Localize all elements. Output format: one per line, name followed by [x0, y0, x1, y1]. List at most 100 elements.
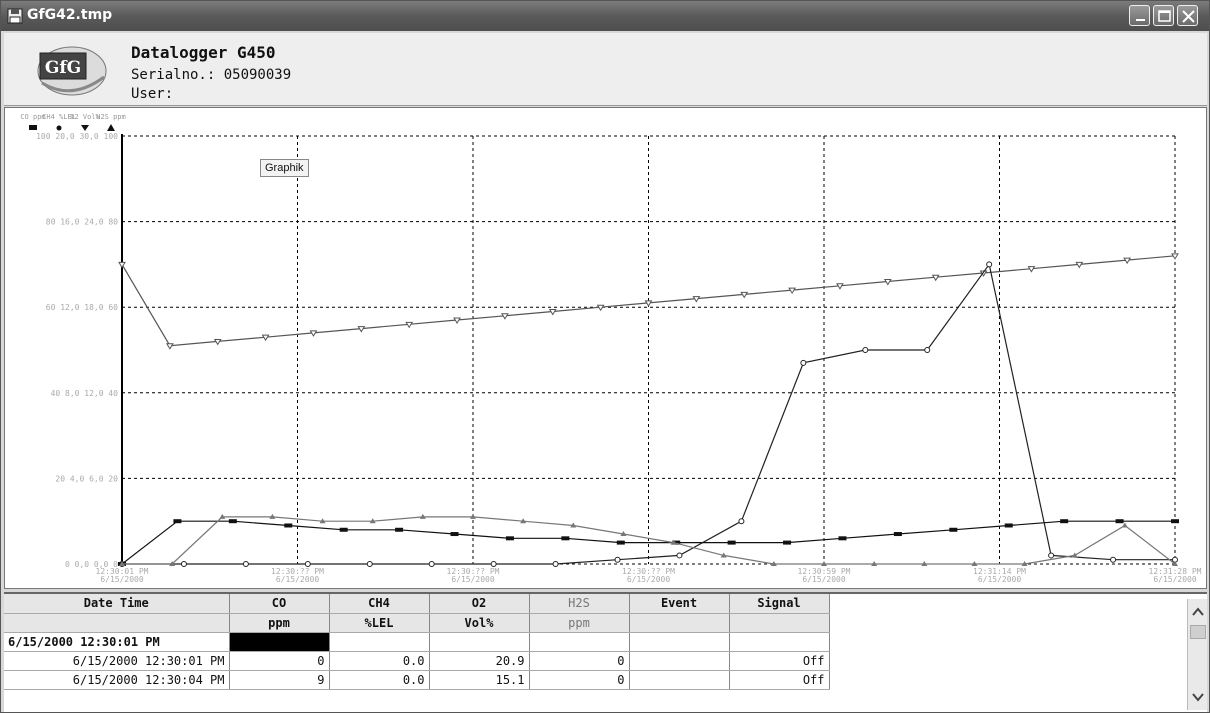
column-unit — [4, 613, 230, 633]
data-point-o2 — [788, 287, 796, 295]
data-point-co — [339, 527, 348, 532]
data-point-co — [949, 527, 958, 532]
data-point-h2s — [219, 513, 226, 519]
column-header[interactable]: CH4 — [329, 594, 430, 614]
scroll-down-icon[interactable] — [1190, 690, 1206, 704]
table-cell[interactable]: 6/15/2000 12:30:01 PM — [4, 632, 230, 652]
minimize-icon — [1136, 19, 1145, 21]
data-point-h2s — [971, 561, 978, 566]
table-cell[interactable]: Off — [729, 651, 830, 671]
table-cell[interactable]: 0 — [529, 670, 630, 690]
data-point-co — [450, 532, 459, 537]
data-point-o2 — [165, 343, 174, 350]
x-tick-label: 12:30:01 PM — [96, 567, 149, 576]
column-header[interactable]: O2 — [429, 594, 530, 614]
data-point-h2s — [520, 518, 527, 524]
legend-marker-circle — [56, 125, 62, 131]
data-point-ch4 — [676, 552, 683, 559]
scroll-thumb[interactable] — [1190, 625, 1206, 639]
legend-marker-triangle-down — [81, 125, 89, 131]
data-point-ch4 — [180, 561, 187, 567]
table-cell[interactable]: Off — [729, 670, 830, 690]
table-cell[interactable]: 15.1 — [429, 670, 530, 690]
data-point-o2 — [644, 300, 653, 307]
close-button[interactable] — [1177, 5, 1198, 26]
legend-label: CH4 %LEL — [42, 113, 76, 121]
vertical-scrollbar[interactable] — [1187, 599, 1207, 710]
column-unit — [729, 613, 830, 633]
column-header[interactable]: H2S — [529, 594, 630, 614]
table-row[interactable]: 6/15/2000 12:30:01 PM — [4, 632, 830, 652]
data-point-co — [1060, 519, 1069, 524]
data-point-ch4 — [614, 556, 621, 563]
user-label: User: — [131, 86, 174, 102]
table-cell[interactable]: 20.9 — [429, 651, 530, 671]
x-tick-label: 12:30:?? PM — [271, 567, 324, 576]
table-cell[interactable]: 6/15/2000 12:30:01 PM — [4, 651, 230, 671]
x-tick-date: 6/15/2000 — [100, 575, 144, 584]
data-point-co — [838, 536, 847, 541]
table-cell[interactable]: 0 — [229, 651, 330, 671]
table-cell[interactable] — [729, 632, 830, 652]
maximize-icon — [1158, 10, 1171, 22]
data-point-h2s — [620, 531, 627, 537]
x-tick-label: 12:31:14 PM — [973, 567, 1026, 576]
data-point-o2 — [548, 308, 557, 316]
series-line-co — [121, 520, 1175, 565]
y-tick-label: 80 16,0 24,0 80 — [46, 218, 118, 227]
data-point-co — [1115, 519, 1124, 524]
data-point-h2s — [470, 513, 476, 519]
data-point-co — [893, 532, 902, 537]
legend-marker-triangle-up — [107, 124, 115, 131]
table-cell[interactable] — [629, 651, 730, 671]
scroll-up-icon[interactable] — [1190, 605, 1206, 619]
chart-panel: 12:30:01 PM 6/15/2000 12:30:?? PM 6/15/2000… — [4, 107, 1207, 589]
table-cell[interactable] — [629, 632, 730, 652]
data-point-o2 — [501, 313, 509, 320]
legend-label: CO ppm — [20, 113, 45, 121]
column-header[interactable]: CO — [229, 594, 330, 614]
data-point-o2 — [357, 326, 366, 333]
table-cell[interactable] — [629, 670, 730, 690]
table-row[interactable]: 6/15/2000 12:30:04 PM 9 0.0 15.1 0 Off — [4, 670, 830, 690]
column-unit: %LEL — [329, 613, 430, 633]
table-cell[interactable] — [329, 632, 430, 652]
minimize-button[interactable] — [1129, 5, 1150, 26]
table-cell[interactable]: 9 — [229, 670, 330, 690]
data-point-ch4 — [800, 359, 807, 366]
table-cell[interactable] — [429, 632, 530, 652]
table-cell[interactable] — [529, 632, 630, 652]
table-cell[interactable] — [229, 632, 330, 652]
data-point-h2s — [319, 518, 326, 524]
data-point-ch4 — [986, 261, 993, 268]
column-header[interactable]: Event — [629, 594, 730, 614]
data-point-co — [505, 536, 514, 541]
column-unit: ppm — [229, 613, 330, 633]
data-point-o2 — [453, 317, 461, 325]
data-point-h2s — [921, 561, 928, 566]
title-bar[interactable]: GfG42.tmp — [1, 1, 1209, 31]
table-cell[interactable]: 0.0 — [329, 651, 430, 671]
data-point-o2 — [1123, 257, 1132, 265]
table-cell[interactable]: 6/15/2000 12:30:04 PM — [4, 670, 230, 690]
data-point-ch4 — [304, 561, 311, 567]
column-header[interactable]: Signal — [729, 594, 830, 614]
data-point-co — [783, 540, 792, 545]
x-tick-date: 6/15/2000 — [276, 575, 320, 584]
maximize-button[interactable] — [1153, 5, 1174, 26]
data-point-co — [173, 519, 182, 524]
table-row[interactable]: 6/15/2000 12:30:01 PM 0 0.0 20.9 0 Off — [4, 651, 830, 671]
column-header[interactable]: Date Time — [4, 594, 230, 614]
data-table: Date Time CO CH4 O2 H2S Event Signal ppm %LEL Vo… — [4, 594, 830, 690]
table-cell[interactable]: 0 — [529, 651, 630, 671]
data-point-h2s — [720, 552, 727, 558]
data-point-h2s — [169, 561, 176, 566]
data-point-o2 — [596, 304, 605, 312]
y-tick-label: 60 12,0 18,0 60 — [46, 303, 118, 312]
data-point-o2 — [740, 291, 749, 299]
x-tick-label: 12:30:59 PM — [798, 567, 851, 576]
data-point-h2s — [770, 561, 777, 566]
data-point-ch4 — [490, 561, 497, 567]
table-cell[interactable]: 0.0 — [329, 670, 430, 690]
